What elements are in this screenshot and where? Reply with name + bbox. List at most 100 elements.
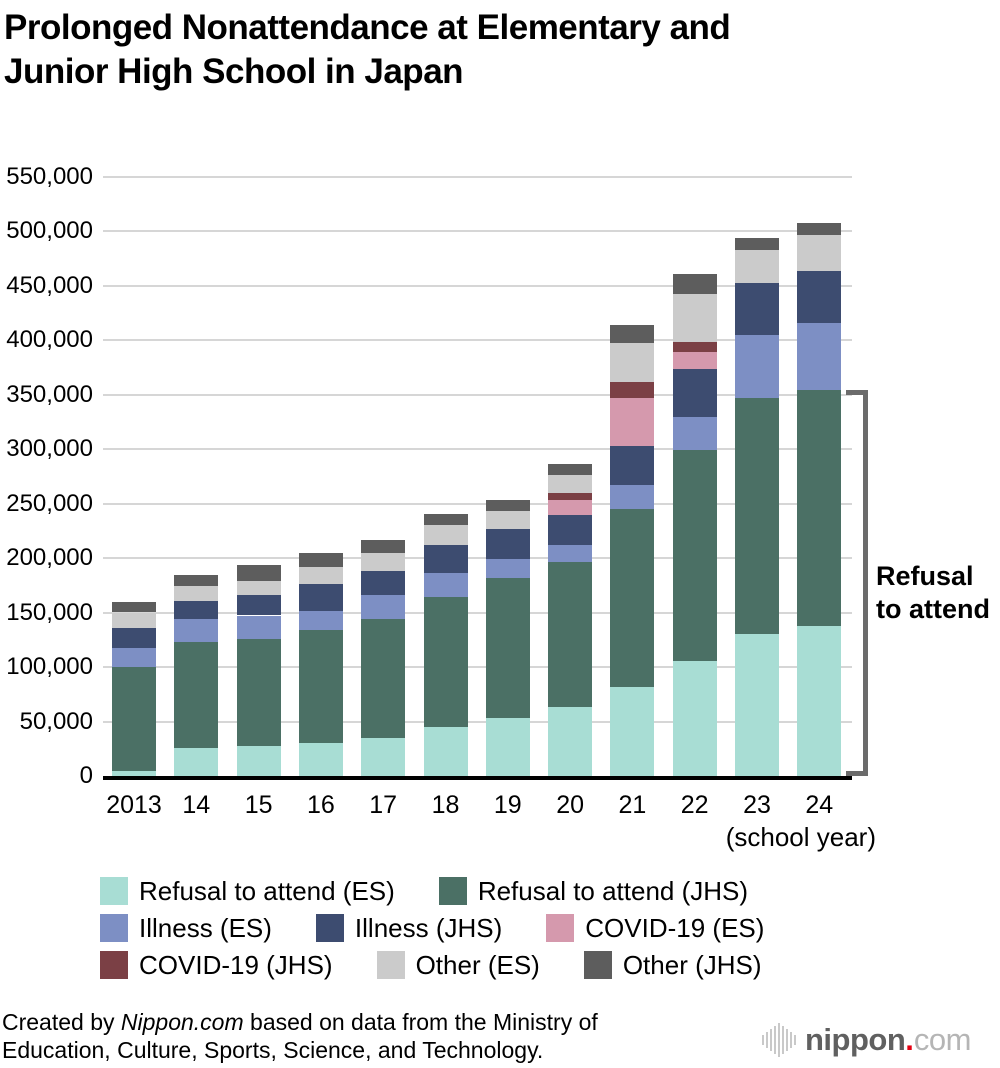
legend-swatch [546,913,575,942]
chart-title-line2: Junior High School in Japan [4,52,464,91]
bar-segment [485,578,530,718]
logo-brand-text: nippon [805,1022,906,1057]
y-axis-tick-label: 100,000 [6,653,93,680]
bar-segment [610,445,655,485]
gridline [103,284,852,287]
chart-legend: Refusal to attend (ES) Refusal to attend … [100,872,960,983]
bar-segment [112,627,156,648]
legend-label: COVID-19 (JHS) [139,949,333,980]
x-axis-tick-label: 2013 [106,791,162,819]
bar-segment [672,294,717,343]
legend-swatch [438,876,467,905]
bar-segment [485,558,530,579]
bar-segment [361,619,406,738]
bar-segment [485,511,530,529]
bar-segment [735,398,779,634]
legend-swatch [315,913,344,942]
bar-segment [797,390,842,626]
bar-segment [610,509,655,688]
gridline [103,557,852,559]
bar-segment [797,222,842,235]
bar-segment [797,270,842,324]
bar-segment [361,539,406,553]
legend-row: Illness (ES) Illness (JHS) COVID-19 (ES) [100,909,960,946]
gridline [103,393,852,396]
bar-segment [236,745,281,776]
gridline [103,720,852,723]
y-axis-tick-label: 350,000 [6,380,93,408]
x-axis-tick-label: 21 [618,791,647,819]
bar-segment [548,515,593,545]
bar-segment [797,235,842,271]
gridline [103,448,852,450]
bar-segment [112,601,156,613]
bar-segment [735,238,779,251]
legend-label: Illness (JHS) [354,912,503,943]
nippon-logo: nippon. com [762,1014,998,1066]
legend-label: COVID-19 (ES) [585,912,765,943]
bar-segment [485,528,530,559]
x-axis-tick-label: 16 [306,791,335,819]
legend-swatch [376,950,405,979]
bar-segment [485,499,530,512]
bar-segment [423,596,468,728]
legend-label: Other (ES) [415,949,540,980]
legend-swatch [100,876,128,905]
legend-label: Refusal to attend (ES) [139,875,395,906]
bar-segment [610,687,655,776]
x-axis-unit-note: (school year) [725,822,876,852]
gridline [103,175,852,178]
x-axis-tick-label: 18 [431,791,460,819]
bar-segment [423,727,468,776]
bar-segment [485,717,530,776]
bar-segment [423,513,468,526]
bar-segment [298,552,343,567]
bar-segment [610,484,655,509]
bar-segment [610,397,655,446]
x-axis-tick-label: 15 [244,791,273,819]
bar-segment [236,564,281,581]
bar-segment [174,601,219,620]
x-axis-line [103,776,852,780]
refusal-annotation-line1: Refusal [876,561,974,591]
bar-segment [548,706,593,776]
bar-segment [423,572,468,597]
y-axis-tick-label: 550,000 [6,162,93,190]
x-axis-tick-label: 24 [805,791,834,819]
bar-segment [548,544,593,563]
source-note-line1: Created by Nippon.com based on data from… [2,1009,598,1035]
bar-segment [236,638,281,746]
legend-swatch [583,950,612,979]
legend-row: COVID-19 (JHS) Other (ES) Other (JHS) [100,946,960,983]
bar-segment [672,368,717,417]
bar-segment [298,584,343,611]
x-axis-tick-label: 23 [743,791,771,819]
legend-item: Refusal to attend (ES) [100,876,395,906]
bar-segment [174,642,219,748]
bar-segment [298,742,343,776]
gridline [103,339,852,341]
gridline [103,230,852,232]
bar-segment [548,499,593,516]
bar-segment [298,567,343,585]
source-brand: Nippon.com [120,1009,244,1035]
legend-item: Illness (ES) [100,913,272,943]
y-axis-tick-label: 0 [79,762,93,789]
legend-item: Refusal to attend (JHS) [438,876,748,906]
bar-segment [174,747,219,776]
bar-segment [610,325,655,344]
x-axis-tick-label: 20 [556,791,584,819]
bar-segment [735,283,779,335]
legend-label: Other (JHS) [622,949,762,980]
y-axis-tick-label: 450,000 [6,271,93,299]
bar-segment [361,570,406,595]
bar-segment [298,630,343,743]
bar-segment [672,342,717,353]
bar-segment [298,611,343,631]
legend-swatch [100,950,128,979]
bar-segment [735,250,779,284]
bar-segment [112,771,156,776]
refusal-total-bracket [846,390,868,776]
bar-segment [236,580,281,595]
x-axis-tick-label: 17 [369,791,398,819]
